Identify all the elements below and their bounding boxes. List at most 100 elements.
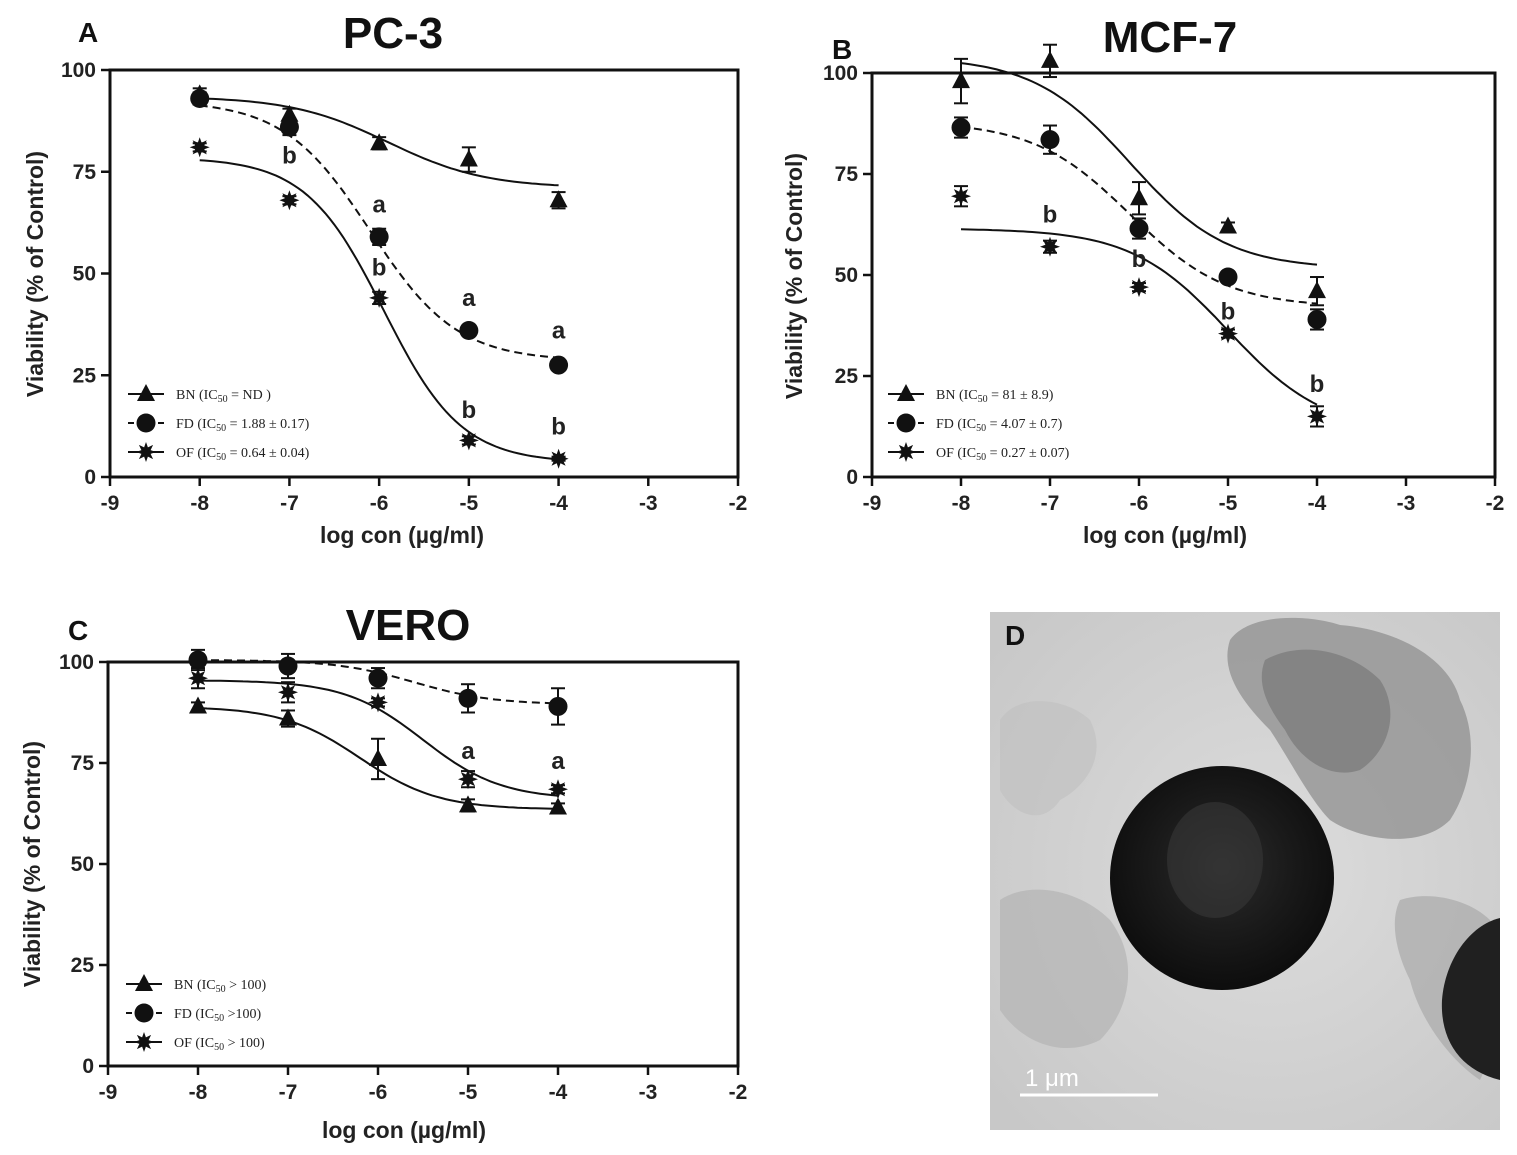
x-tick-label: -8 bbox=[189, 1081, 208, 1104]
fit-curve-of bbox=[960, 228, 1318, 406]
legend-label: BN (IC50 > 100) bbox=[174, 978, 267, 995]
legend-label-rest: = 0.64 ± 0.04) bbox=[226, 446, 310, 461]
legend-entry-of: OF (IC50 = 0.64 ± 0.04) bbox=[128, 442, 310, 463]
legend-label-rest: = ND ) bbox=[228, 388, 272, 403]
legend-label: OF (IC50 = 0.27 ± 0.07) bbox=[936, 446, 1070, 463]
legend-label: OF (IC50 > 100) bbox=[174, 1036, 265, 1053]
x-tick-label: -5 bbox=[1219, 492, 1238, 515]
data-point-fd bbox=[368, 668, 388, 688]
data-point-bn bbox=[280, 104, 299, 122]
x-tick-label: -6 bbox=[369, 1081, 388, 1104]
data-point-bn bbox=[459, 149, 478, 167]
x-tick-label: -6 bbox=[370, 492, 389, 515]
data-point-of bbox=[951, 186, 971, 207]
legend-label-main: BN (IC bbox=[176, 388, 218, 403]
y-tick-label: 25 bbox=[835, 365, 859, 388]
y-tick-label: 75 bbox=[835, 163, 859, 186]
legend-marker-bn bbox=[135, 974, 153, 991]
y-tick-label: 75 bbox=[73, 161, 97, 184]
data-point-of bbox=[278, 682, 298, 703]
legend-entry-fd: FD (IC50 >100) bbox=[126, 1003, 261, 1024]
plot-frame bbox=[106, 660, 740, 1068]
data-point-fd bbox=[1307, 309, 1327, 329]
data-point-bn bbox=[549, 190, 568, 208]
legend-marker-fd bbox=[136, 413, 156, 433]
chart-panel-c: C VERO log con (µg/ml) Viability (% of C… bbox=[19, 601, 747, 1143]
legend-label-sub: 50 bbox=[214, 1042, 224, 1053]
y-tick-label: 100 bbox=[61, 59, 96, 82]
y-tick-label: 0 bbox=[84, 466, 96, 489]
chart-title-mcf7: MCF-7 bbox=[1103, 13, 1237, 62]
legend-marker-fd bbox=[896, 413, 916, 433]
legend-label-rest: = 1.88 ± 0.17) bbox=[226, 417, 310, 432]
legend-marker-of bbox=[136, 442, 156, 462]
legend-label-rest: = 0.27 ± 0.07) bbox=[986, 446, 1070, 461]
legend-label-sub: 50 bbox=[216, 452, 226, 463]
data-point-bn bbox=[279, 708, 297, 726]
fit-curve-bn bbox=[960, 62, 1318, 266]
data-point-of bbox=[548, 448, 569, 469]
panel-letter-d: D bbox=[1005, 620, 1025, 651]
significance-letter: b bbox=[1310, 371, 1325, 398]
data-point-fd bbox=[190, 88, 210, 108]
legend-label: FD (IC50 = 1.88 ± 0.17) bbox=[176, 417, 310, 434]
x-tick-label: -9 bbox=[101, 492, 120, 515]
y-tick-label: 25 bbox=[73, 364, 97, 387]
legend-label-main: FD (IC bbox=[176, 417, 216, 432]
data-point-bn bbox=[459, 795, 477, 813]
x-tick-label: -2 bbox=[1486, 492, 1505, 515]
panel-letter-c: C bbox=[68, 615, 88, 646]
plot-frame bbox=[108, 68, 740, 479]
legend-label: BN (IC50 = 81 ± 8.9) bbox=[936, 388, 1054, 405]
data-point-of bbox=[1040, 236, 1060, 257]
significance-letter: b bbox=[1043, 201, 1058, 228]
x-tick-label: -8 bbox=[952, 492, 971, 515]
data-point-of bbox=[1129, 277, 1149, 298]
legend-label-main: OF (IC bbox=[936, 446, 976, 461]
data-point-fd bbox=[188, 650, 208, 670]
legend-label-rest: > 100) bbox=[224, 1036, 265, 1051]
legend-label-sub: 50 bbox=[214, 1013, 224, 1024]
x-tick-label: -3 bbox=[1397, 492, 1416, 515]
nanoparticle-center bbox=[1167, 802, 1263, 918]
legend-label-rest: >100) bbox=[224, 1007, 261, 1022]
y-tick-label: 100 bbox=[59, 651, 94, 674]
legend-label-sub: 50 bbox=[976, 423, 986, 434]
significance-letter: a bbox=[551, 748, 565, 775]
significance-letter: b bbox=[372, 255, 387, 282]
chart-title-pc3: PC-3 bbox=[343, 9, 443, 58]
data-point-bn bbox=[1041, 50, 1059, 68]
legend-label-rest: = 81 ± 8.9) bbox=[988, 388, 1054, 403]
significance-letter: b bbox=[1132, 246, 1147, 273]
data-point-of bbox=[458, 430, 479, 451]
x-tick-label: -6 bbox=[1130, 492, 1149, 515]
x-tick-label: -4 bbox=[1308, 492, 1327, 515]
significance-letter: a bbox=[552, 318, 566, 345]
data-point-bn bbox=[952, 71, 970, 89]
y-tick-label: 50 bbox=[835, 264, 858, 287]
data-point-fd bbox=[951, 118, 971, 138]
x-tick-label: -5 bbox=[460, 492, 479, 515]
data-point-of bbox=[1307, 406, 1327, 427]
x-tick-label: -9 bbox=[863, 492, 882, 515]
data-point-fd bbox=[458, 688, 478, 708]
legend-label-rest: = 4.07 ± 0.7) bbox=[986, 417, 1063, 432]
micrograph-panel: 1 μm D bbox=[990, 612, 1500, 1130]
legend-entry-bn: BN (IC50 = ND ) bbox=[128, 384, 271, 405]
legend-label: FD (IC50 = 4.07 ± 0.7) bbox=[936, 417, 1063, 434]
y-axis-label: Viability (% of Control) bbox=[781, 153, 807, 399]
legend-label-main: OF (IC bbox=[176, 446, 216, 461]
significance-letter: b bbox=[282, 143, 297, 170]
data-point-fd bbox=[1040, 130, 1060, 150]
chart-panel-a: A PC-3 log con (µg/ml) Viability (% of C… bbox=[22, 9, 747, 548]
legend-marker-fd bbox=[134, 1003, 154, 1023]
legend-marker-bn bbox=[137, 384, 155, 401]
y-tick-label: 50 bbox=[71, 853, 94, 876]
x-tick-label: -2 bbox=[729, 492, 748, 515]
data-point-of bbox=[188, 668, 208, 689]
legend-marker-of bbox=[896, 442, 916, 462]
legend-label: OF (IC50 = 0.64 ± 0.04) bbox=[176, 446, 310, 463]
chart-panel-b: B MCF-7 log con (µg/ml) Viability (% of … bbox=[781, 13, 1504, 548]
data-point-of bbox=[189, 137, 210, 158]
y-tick-label: 75 bbox=[71, 752, 95, 775]
